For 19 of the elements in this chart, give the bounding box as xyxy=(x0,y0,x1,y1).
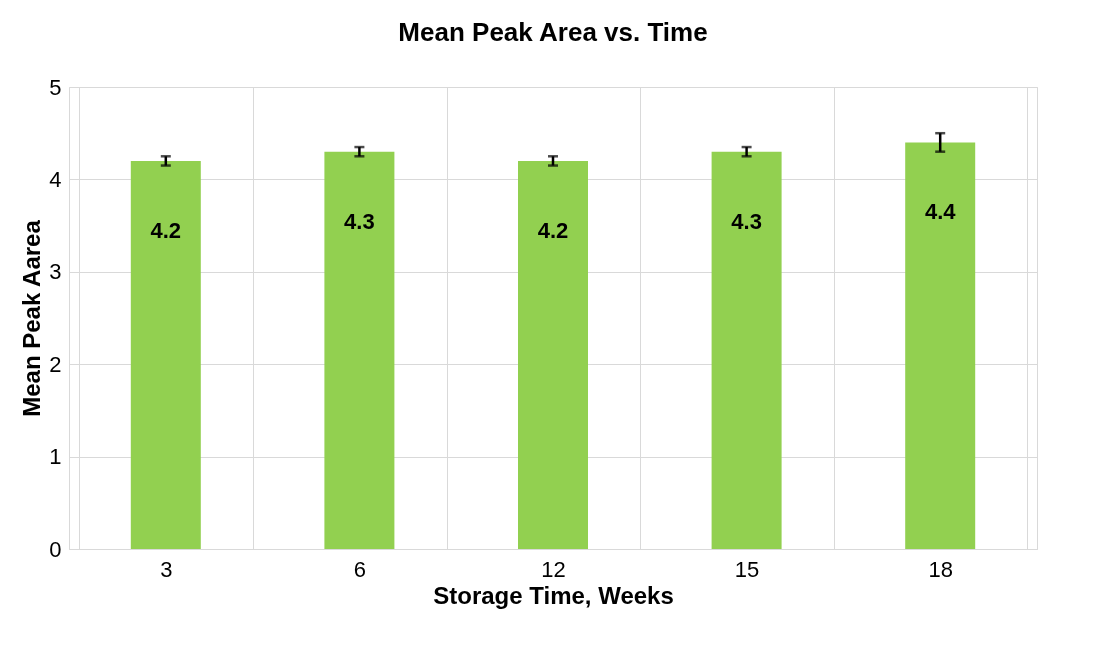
data-label: 4.2 xyxy=(150,217,182,243)
data-label: 4.3 xyxy=(731,208,762,234)
y-axis-title: Mean Peak Aarea xyxy=(18,219,46,417)
y-tick-label: 3 xyxy=(49,259,62,285)
chart-title: Mean Peak Area vs. Time xyxy=(398,17,708,47)
x-tick-label: 3 xyxy=(160,556,173,582)
y-tick-label: 4 xyxy=(49,166,62,192)
x-tick-label: 18 xyxy=(928,556,953,582)
x-axis-title: Storage Time, Weeks xyxy=(433,581,674,609)
y-tick-label: 2 xyxy=(49,351,62,377)
y-tick-label: 5 xyxy=(49,74,62,100)
x-tick-label: 12 xyxy=(541,556,566,582)
data-label: 4.2 xyxy=(537,217,569,243)
x-tick-label: 15 xyxy=(734,556,760,582)
data-label: 4.4 xyxy=(924,199,957,225)
y-tick-label: 1 xyxy=(49,444,62,470)
x-tick-label: 6 xyxy=(353,556,367,582)
y-tick-label: 0 xyxy=(49,536,62,562)
data-label: 4.3 xyxy=(344,208,375,234)
